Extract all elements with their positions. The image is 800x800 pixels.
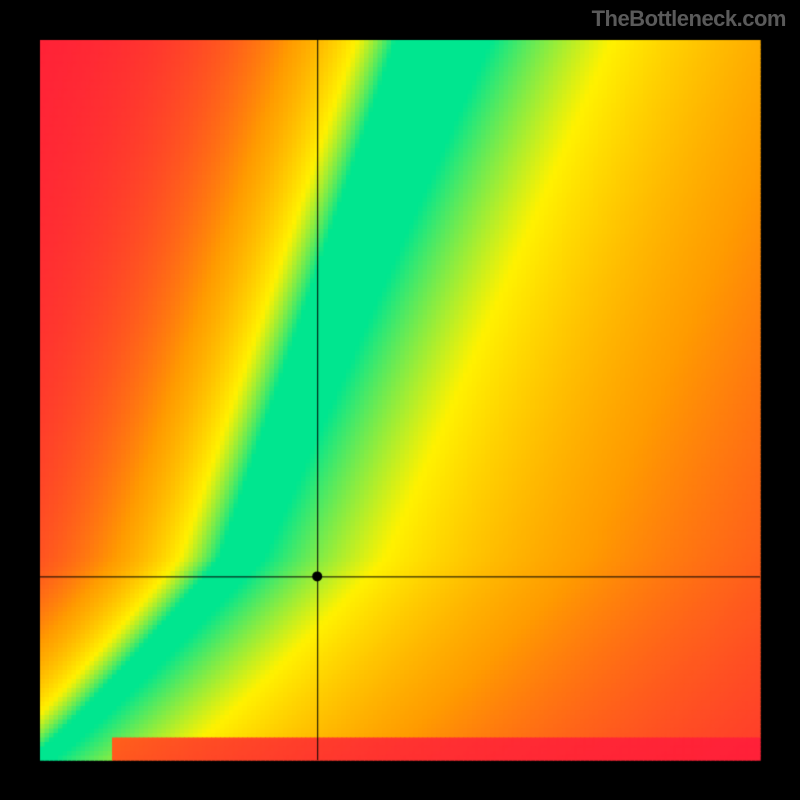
chart-container: TheBottleneck.com bbox=[0, 0, 800, 800]
heatmap-canvas bbox=[0, 0, 800, 800]
watermark-text: TheBottleneck.com bbox=[592, 6, 786, 32]
